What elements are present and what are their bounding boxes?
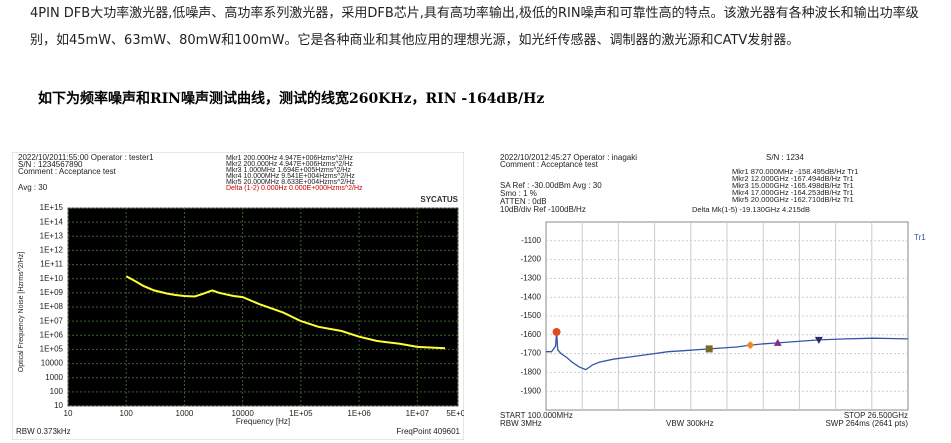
x-tick-label: 100 [120,409,134,418]
marker [814,336,823,344]
y-tick-label: -1700 [521,349,542,358]
header-line: Comment : Acceptance test [500,160,599,169]
y-tick-label: -1800 [521,368,542,377]
frequency-noise-chart: 2022/10/2011:55:00 Operator : tester1 S/… [12,152,464,440]
y-tick-label: 1E+11 [40,260,63,269]
footer-rbw: RBW 3MHz [500,419,542,428]
y-tick-label: 1E+07 [40,316,64,325]
y-tick-label: 10000 [41,359,64,368]
intro-paragraph: 4PIN DFB大功率激光器,低噪声、高功率系列激光器，采用DFB芯片,具有高功… [30,6,919,48]
trace [125,275,446,350]
rin-chart: 2022/10/2012:45:27 Operator : inagaki Co… [500,153,926,428]
y-axis-label: Optical Frequency Noise [Hzrms^2/Hz] [18,252,25,372]
x-tick-label: 1E+05 [289,409,313,418]
footer-vbw: VBW 300kHz [666,419,714,428]
brand: SYCATUS [420,195,458,204]
x-tick-label: 1E+07 [406,409,430,418]
marker [705,345,713,353]
marker-row: Mkr2 200.000Hz 4.947E+006Hzms^2/Hz [226,161,353,168]
marker-row: Mkr1 870.000MHz -158.495dB/Hz Tr1 [732,167,858,176]
header-line: 10dB/div Ref -100dB/Hz [500,205,586,214]
y-tick-label: 1E+14 [40,217,64,226]
y-tick-label: 100 [50,387,64,396]
marker [746,341,755,350]
y-tick-label: 1E+12 [40,246,64,255]
x-tick-label: 10 [64,409,73,418]
header-line: 2022/10/2012:45:27 Operator : inagaki [500,153,637,162]
y-tick-label: -1200 [521,255,542,264]
footer-right: FreqPoint 409601 [396,427,460,436]
marker-row: Mkr4 10.000MHz 9.541E+004Hzms^2/Hz [226,173,355,180]
y-tick-label: 1E+06 [40,330,64,339]
footer-start: START 100.000MHz [500,411,573,420]
marker-row: Mkr4 17.000GHz -164.253dB/Hz Tr1 [732,188,854,197]
header-line: Comment : Acceptance test [18,167,117,176]
marker [773,338,782,346]
trace-label: Tr1 [914,233,926,242]
y-tick-label: 1E+05 [40,345,64,354]
footer-left: RBW 0.373kHz [16,427,71,436]
marker-row: Mkr5 20.000MHz 8.633E+004Hzms^2/Hz [226,179,355,186]
marker [552,327,561,336]
y-tick-label: 1E+08 [40,302,64,311]
header-line: S/N : 1234567890 [18,160,83,169]
x-tick-label: 10000 [232,409,255,418]
y-tick-label: 10 [54,401,63,410]
y-tick-label: 1E+09 [40,288,64,297]
y-tick-label: -1600 [521,330,542,339]
x-axis-label: Frequency [Hz] [236,417,290,426]
marker-row: Delta (1-2) 0.000Hz 0.000E+000Hzms^2/Hz [226,185,363,192]
footer-swp: SWP 264ms (2641 pts) [825,419,908,428]
marker-row: Mkr1 200.000Hz 4.947E+006Hzms^2/Hz [226,155,353,162]
marker-row: Mkr3 1.000MHz 1.694E+005Hzms^2/Hz [226,167,351,174]
x-tick-label: 5E+07 [446,409,464,418]
y-tick-label: 1000 [45,373,63,382]
header-line: 2022/10/2011:55:00 Operator : tester1 [18,153,154,162]
x-tick-label: 1E+06 [347,409,371,418]
trace [546,331,909,371]
y-tick-label: -1100 [521,236,541,245]
marker-row: Mkr3 15.000GHz -165.498dB/Hz Tr1 [732,181,854,190]
section-heading: 如下为频率噪声和RIN噪声测试曲线，测试的线宽260KHz，RIN -164dB… [38,91,545,107]
y-tick-label: 1E+13 [40,231,64,240]
y-tick-label: -1400 [521,292,542,301]
header-line: Avg : 30 [18,183,48,192]
marker-row: Mkr5 20.000GHz -162.710dB/Hz Tr1 [732,195,854,204]
marker-row: Delta Mk(1-5) -19.130GHz 4.215dB [692,205,810,214]
footer-stop: STOP 26.500GHz [844,411,908,420]
y-tick-label: 1E+15 [40,203,64,212]
marker-row: Mkr2 12.000GHz -167.494dB/Hz Tr1 [732,174,854,183]
header-line: ATTEN : 0dB [500,197,547,206]
serial: S/N : 1234 [766,153,804,162]
header-line: Smo : 1 % [500,189,537,198]
y-tick-label: -1500 [521,311,542,320]
header-line: SA Ref : -30.00dBm Avg : 30 [500,181,602,190]
x-tick-label: 1000 [176,409,194,418]
y-tick-label: 1E+10 [40,274,64,283]
y-tick-label: -1900 [521,386,542,395]
y-tick-label: -1300 [521,274,542,283]
